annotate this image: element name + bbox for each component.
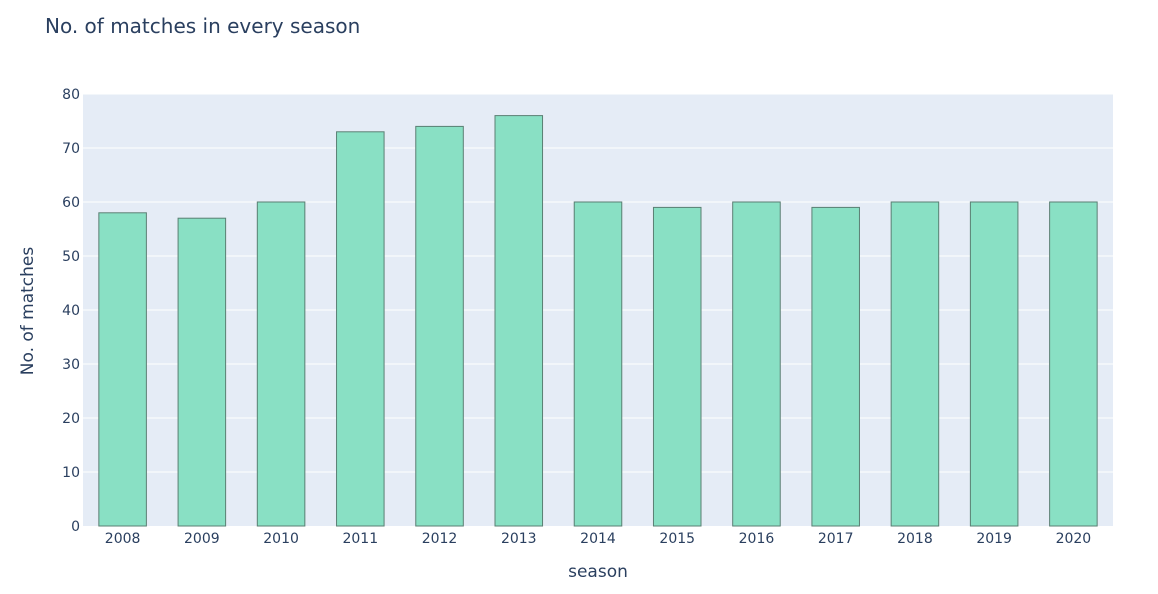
x-axis-label: season bbox=[568, 562, 628, 582]
y-tick-label: 30 bbox=[62, 357, 80, 373]
bar-2019 bbox=[969, 201, 1019, 527]
x-tick-label: 2010 bbox=[263, 531, 299, 547]
bar-2013 bbox=[494, 115, 544, 527]
bar-2009 bbox=[177, 217, 227, 527]
bar-2020 bbox=[1049, 201, 1098, 527]
x-tick-label: 2019 bbox=[976, 531, 1012, 547]
bar-2017 bbox=[811, 206, 860, 527]
x-axis-ticks: 2008 2009 2010 2011 2012 2013 2014 2015 2016 2017… bbox=[105, 531, 1091, 547]
y-tick-label: 0 bbox=[71, 519, 80, 535]
bar-2011 bbox=[336, 131, 385, 527]
y-tick-label: 40 bbox=[62, 303, 80, 319]
bars bbox=[98, 115, 1098, 527]
x-tick-label: 2014 bbox=[580, 531, 616, 547]
y-tick-label: 70 bbox=[62, 141, 80, 157]
x-tick-label: 2011 bbox=[342, 531, 378, 547]
y-tick-label: 60 bbox=[62, 195, 80, 211]
x-tick-label: 2009 bbox=[184, 531, 220, 547]
x-tick-label: 2008 bbox=[105, 531, 141, 547]
y-tick-label: 10 bbox=[62, 465, 80, 481]
bar-2014 bbox=[573, 201, 623, 527]
y-tick-label: 20 bbox=[62, 411, 80, 427]
bar-2018 bbox=[890, 201, 940, 527]
x-tick-label: 2017 bbox=[818, 531, 854, 547]
y-axis-label: No. of matches bbox=[18, 247, 38, 376]
y-tick-label: 50 bbox=[62, 249, 80, 265]
bar-2008 bbox=[98, 212, 147, 527]
chart-title: No. of matches in every season bbox=[45, 14, 360, 38]
bar-2012 bbox=[415, 125, 464, 527]
x-tick-label: 2015 bbox=[659, 531, 695, 547]
bar-2015 bbox=[652, 206, 702, 527]
x-tick-label: 2012 bbox=[422, 531, 458, 547]
x-tick-label: 2013 bbox=[501, 531, 537, 547]
x-tick-label: 2018 bbox=[897, 531, 933, 547]
bar-2010 bbox=[256, 201, 306, 527]
y-axis-ticks: 0 10 20 30 40 50 60 70 80 bbox=[62, 87, 80, 535]
x-tick-label: 2020 bbox=[1056, 531, 1092, 547]
y-tick-label: 80 bbox=[62, 87, 80, 103]
bar-2016 bbox=[732, 201, 781, 527]
x-tick-label: 2016 bbox=[739, 531, 775, 547]
